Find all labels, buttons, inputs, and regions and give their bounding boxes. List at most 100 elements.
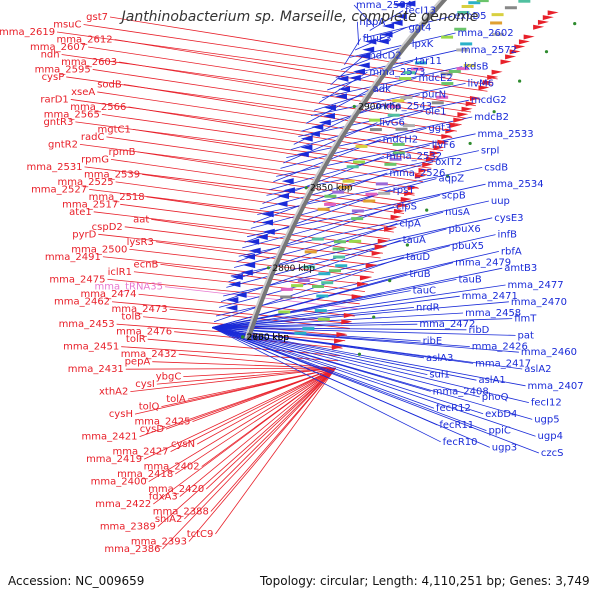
gene-label-shia2: shiA2 [155, 514, 183, 525]
left-connector-line [134, 367, 336, 415]
gene-label-amtb3: amtB3 [504, 263, 537, 274]
forward-feature [500, 59, 512, 65]
reverse-feature [338, 86, 351, 93]
feature-block [457, 10, 470, 14]
gene-label-mma-2473: mma_2473 [112, 304, 168, 315]
feature-block [368, 118, 381, 122]
right-connector-line [212, 327, 477, 381]
genome-backbone [244, 0, 448, 341]
reverse-feature [261, 211, 274, 218]
reverse-feature [376, 38, 389, 45]
feature-block [395, 127, 408, 131]
gene-label-cysi: cysI [135, 379, 155, 390]
left-connector-line [110, 158, 411, 203]
right-connector-line [330, 55, 365, 86]
feature-block [392, 142, 405, 146]
feature-block [317, 207, 330, 211]
kbp-dot [352, 104, 356, 109]
left-connector-line [84, 166, 408, 208]
gene-label-fhue3: fhuE3 [363, 34, 392, 45]
feature-block [441, 82, 454, 86]
right-connector-line [212, 327, 435, 409]
forward-feature [422, 162, 434, 168]
gene-label-nusa: nusA [445, 207, 470, 218]
forward-feature [334, 338, 346, 344]
gene-label-uup: uup [491, 196, 510, 207]
feature-block [316, 294, 329, 298]
reverse-feature [225, 304, 238, 311]
gene-label-mma-2431: mma_2431 [68, 364, 124, 375]
gene-label-mma-2475: mma_2475 [49, 274, 105, 285]
forward-feature [514, 44, 526, 50]
right-connector-line [305, 88, 371, 124]
gene-label-trub: truB [409, 269, 430, 280]
forward-feature [384, 226, 396, 232]
gene-label-mma-2470: mma_2470 [511, 297, 567, 308]
gene-label-taua: tauA [403, 235, 426, 246]
left-connector-line [115, 181, 401, 221]
reverse-feature [318, 119, 331, 126]
right-connector-line [259, 161, 434, 210]
gene-label-tolq: tolQ [139, 402, 160, 413]
forward-feature [425, 156, 437, 162]
reverse-feature [390, 19, 403, 26]
gene-label-srpi: srpI [481, 146, 500, 157]
reverse-feature [311, 123, 324, 130]
gene-label-fecr11: fecR11 [439, 420, 474, 431]
position-dot [468, 141, 472, 146]
gene-label-mdch2: mdcH2 [383, 134, 418, 145]
right-connector-line [218, 245, 450, 308]
feature-block [369, 128, 382, 132]
gene-label-mma-2471: mma_2471 [462, 291, 518, 302]
reverse-feature [394, 13, 407, 20]
gene-label-asla3: aslA3 [426, 353, 453, 364]
reverse-feature [243, 253, 256, 260]
gene-label-ugp3: ugp3 [492, 442, 517, 453]
gene-label-infb: infB [498, 230, 518, 241]
position-label: 2750 kbp [247, 333, 290, 343]
feature-block [389, 157, 402, 161]
reverse-feature [323, 104, 336, 111]
left-connector-line [89, 188, 397, 228]
left-connector-line [215, 368, 336, 535]
forward-feature [465, 101, 477, 107]
gene-label-mma-2539: mma_2539 [84, 169, 140, 180]
forward-feature [393, 208, 405, 214]
reverse-feature [358, 53, 371, 60]
gene-label-fdxa3: fdxA3 [149, 492, 178, 503]
gene-label-pbux6: pbuX6 [448, 224, 480, 235]
left-connector-line [210, 368, 336, 512]
gene-label-ggt4: ggt4 [408, 22, 431, 33]
feature-block [387, 104, 400, 108]
gene-label-sul1: sul1 [429, 370, 450, 381]
reverse-feature [230, 273, 243, 280]
feature-block [454, 27, 467, 31]
position-dot [544, 50, 549, 54]
gene-label-mma-2389: mma_2389 [100, 522, 156, 533]
gene-label-mma-2400: mma_2400 [91, 477, 147, 488]
feature-block [342, 179, 355, 183]
gene-label-exbd5: exbD5 [454, 11, 486, 22]
reverse-feature [307, 130, 320, 137]
gene-label-clps: clpS [396, 202, 417, 213]
forward-feature [341, 319, 353, 325]
left-connector-line [107, 278, 360, 305]
left-connector-line [196, 367, 336, 445]
right-connector-line [212, 327, 516, 336]
gene-label-mma-2453: mma_2453 [59, 319, 115, 330]
right-connector-line [298, 99, 469, 137]
gene-label-mma-2477: mma_2477 [508, 280, 564, 291]
gene-label-mma-2532: mma_2532 [386, 151, 442, 162]
left-connector-line [174, 331, 343, 349]
feature-block [302, 327, 315, 331]
reverse-feature [228, 281, 241, 288]
right-connector-line [212, 327, 540, 454]
gene-label-mma-2531: mma_2531 [26, 162, 82, 173]
forward-feature [433, 145, 445, 151]
gene-label-mma-2566: mma_2566 [70, 102, 126, 113]
feature-block [332, 190, 345, 194]
left-connector-line [120, 203, 391, 240]
gene-label-adk: adk [373, 84, 391, 95]
feature-block [317, 317, 330, 321]
